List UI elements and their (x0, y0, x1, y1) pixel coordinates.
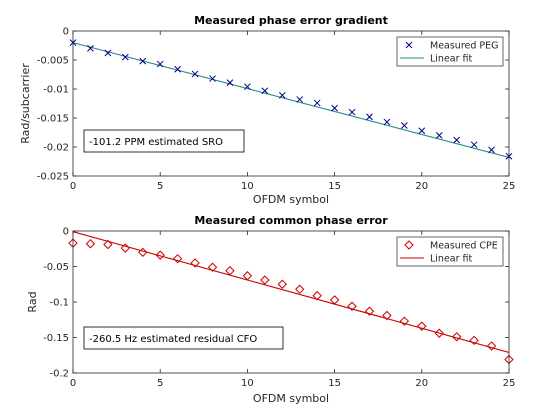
y-tick-label: -0.1 (49, 298, 69, 309)
x-axis-label-bottom: OFDM symbol (253, 392, 329, 405)
x-tick-label: 25 (503, 378, 516, 389)
y-tick-label: -0.02 (43, 143, 69, 154)
x-tick-label: 10 (241, 181, 254, 192)
data-point-peg (366, 113, 373, 121)
data-point-cpe (399, 316, 410, 326)
x-tick-label: 25 (503, 181, 516, 192)
data-point-peg (87, 45, 94, 52)
data-point-cpe (155, 250, 165, 260)
chart-title-top: Measured phase error gradient (194, 14, 388, 27)
data-point-cpe (207, 262, 218, 272)
x-tick-label: 20 (415, 181, 428, 192)
x-tick-label: 20 (415, 378, 428, 389)
data-point-peg (191, 70, 199, 78)
annotation-text-bottom: -260.5 Hz estimated residual CFO (89, 334, 257, 345)
data-point-cpe (451, 332, 462, 342)
y-tick-label: 0 (63, 27, 69, 38)
data-point-cpe (172, 253, 183, 264)
data-point-cpe (312, 290, 322, 301)
data-point-cpe (277, 279, 287, 289)
data-point-cpe (260, 275, 270, 285)
data-point-cpe (382, 310, 392, 321)
x-tick-label: 0 (70, 181, 76, 192)
data-point-cpe (225, 266, 235, 276)
data-point-peg (331, 104, 338, 112)
legend-box-bottom (396, 236, 504, 267)
data-point-peg (435, 132, 443, 139)
y-tick-label: -0.025 (37, 172, 69, 183)
data-point-cpe (469, 335, 479, 346)
data-point-cpe (364, 306, 375, 316)
data-point-cpe (85, 239, 96, 249)
data-point-peg (418, 127, 426, 135)
data-point-peg (209, 75, 216, 82)
annotation-text-top: -101.2 PPM estimated SRO (89, 137, 223, 148)
chart-title-bottom: Measured common phase error (194, 214, 388, 227)
annotation-bottom: -260.5 Hz estimated residual CFO (83, 326, 284, 350)
chart-top: 0 5 10 15 20 25 0 -0.005 -0.01 -0.015 -0.02 -0.025… (19, 14, 515, 206)
legend-bottom: Measured CPE Linear fit (396, 236, 504, 267)
legend-label-cpe: Measured CPE (430, 241, 498, 252)
data-point-peg (313, 99, 321, 107)
y-tick-label: -0.05 (43, 262, 69, 273)
x-tick-label: 15 (328, 378, 341, 389)
x-tick-label: 5 (157, 181, 163, 192)
data-point-peg (104, 49, 112, 57)
data-point-peg (488, 146, 495, 154)
data-point-peg (348, 108, 356, 116)
legend-label-fit-bottom: Linear fit (430, 254, 473, 265)
data-point-peg (244, 83, 251, 91)
x-axis-label-top: OFDM symbol (253, 193, 329, 206)
x-tick-label: 5 (157, 378, 163, 389)
data-point-cpe (486, 341, 497, 351)
data-point-peg (261, 87, 269, 95)
data-point-cpe (417, 321, 427, 331)
data-point-peg (453, 136, 461, 144)
data-point-cpe (434, 328, 444, 338)
data-point-peg (139, 57, 147, 65)
annotation-box-bottom (83, 326, 284, 350)
data-point-cpe (190, 258, 200, 268)
data-point-peg (174, 65, 181, 73)
x-tick-label: 15 (328, 181, 341, 192)
legend-label-fit-top: Linear fit (430, 54, 473, 65)
y-tick-label: -0.015 (37, 114, 69, 125)
legend-marker-peg (405, 41, 413, 49)
data-point-cpe (295, 284, 305, 294)
data-point-peg (226, 79, 234, 86)
data-point-cpe (138, 247, 148, 258)
legend-label-peg: Measured PEG (430, 41, 499, 52)
x-tick-label: 0 (70, 378, 76, 389)
legend-top: Measured PEG Linear fit (396, 36, 504, 67)
annotation-box-top (83, 129, 245, 153)
data-point-peg (401, 122, 408, 129)
y-axis-label-bottom: Rad (26, 291, 39, 312)
legend-marker-cpe (404, 240, 414, 250)
data-point-cpe (329, 295, 340, 305)
annotation-top: -101.2 PPM estimated SRO (83, 129, 245, 153)
data-point-peg (156, 60, 164, 68)
axes-box-top (72, 30, 510, 177)
y-tick-label: 0 (63, 227, 69, 238)
y-axis-label-top: Rad/subcarrier (19, 63, 32, 144)
data-point-peg (296, 96, 304, 103)
legend-box-top (396, 36, 504, 67)
y-tick-label: -0.01 (43, 85, 69, 96)
y-tick-label: -0.2 (49, 369, 69, 380)
y-tick-label: -0.005 (37, 56, 69, 67)
data-point-peg (470, 141, 478, 149)
data-point-cpe (103, 239, 113, 250)
y-tick-label: -0.15 (43, 333, 69, 344)
chart-bottom: 0 5 10 15 20 25 0 -0.05 -0.1 -0.15 -0.2 Measured … (26, 214, 515, 405)
data-point-peg (121, 53, 129, 61)
x-tick-label: 10 (241, 378, 254, 389)
data-point-peg (383, 118, 391, 126)
data-point-cpe (242, 271, 253, 281)
data-point-cpe (120, 243, 131, 253)
data-point-peg (278, 92, 286, 99)
data-point-cpe (347, 301, 357, 311)
